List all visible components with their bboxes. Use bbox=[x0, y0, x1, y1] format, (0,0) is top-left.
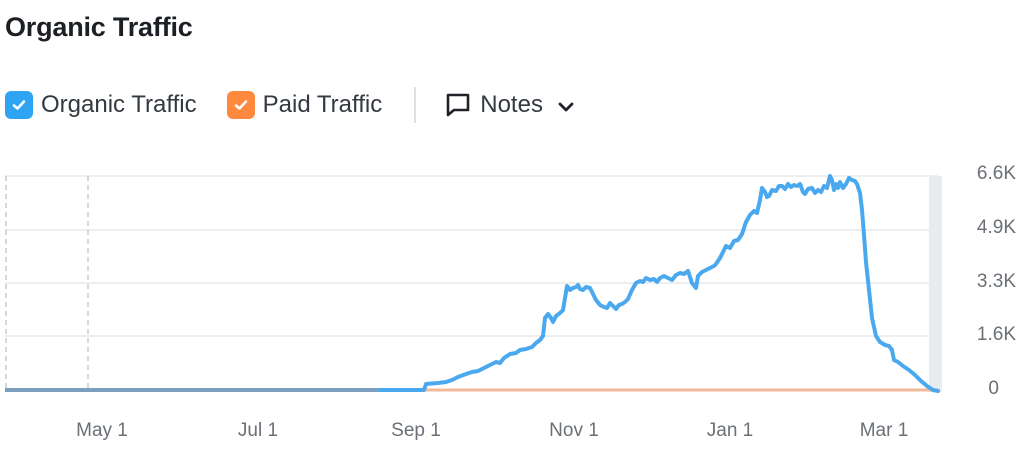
chart-title: Organic Traffic bbox=[5, 12, 193, 42]
notes-label: Notes bbox=[480, 91, 543, 118]
x-axis-label: Sep 1 bbox=[391, 420, 441, 441]
checkbox-checked-icon[interactable] bbox=[226, 91, 255, 119]
y-axis-label: 4.9K bbox=[976, 217, 1016, 238]
x-axis-label: May 1 bbox=[76, 420, 128, 441]
y-axis-label: 0 bbox=[988, 378, 999, 399]
checkbox-checked-icon[interactable] bbox=[5, 91, 33, 119]
x-axis-label: Jul 1 bbox=[237, 420, 279, 441]
chevron-down-icon bbox=[558, 102, 574, 112]
y-axis-label: 6.6K bbox=[976, 163, 1016, 184]
incomplete-period-band bbox=[929, 176, 942, 392]
x-axis-label: Mar 1 bbox=[859, 420, 909, 441]
legend-label: Paid Traffic bbox=[262, 91, 383, 118]
organic-traffic-line bbox=[378, 174, 940, 393]
notes-dropdown-button[interactable]: Notes bbox=[444, 91, 575, 119]
gridlines bbox=[5, 175, 938, 337]
legend-item-organic-traffic[interactable]: Organic Traffic bbox=[5, 91, 197, 119]
line-chart bbox=[5, 174, 942, 393]
y-axis-label: 1.6K bbox=[976, 324, 1016, 345]
y-axis-label: 3.3K bbox=[976, 271, 1016, 292]
comment-icon bbox=[446, 93, 470, 117]
legend: Organic Traffic Paid Traffic Notes bbox=[5, 86, 575, 124]
x-axis-label: Jan 1 bbox=[706, 420, 754, 441]
x-axis-label: Nov 1 bbox=[549, 420, 599, 441]
legend-item-paid-traffic[interactable]: Paid Traffic bbox=[226, 91, 383, 119]
legend-label: Organic Traffic bbox=[41, 91, 197, 118]
legend-divider bbox=[414, 87, 417, 123]
